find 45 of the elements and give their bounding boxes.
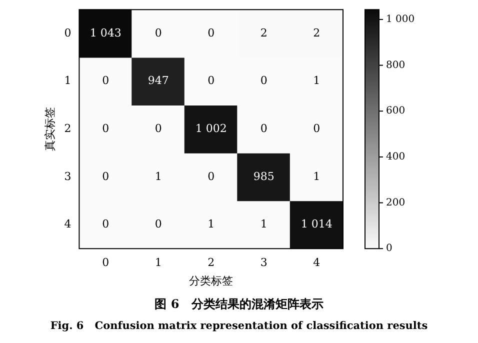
data-label: 1 014 [300, 218, 332, 231]
color-bar-label: 0 [386, 243, 392, 254]
y-tick-label: 3 [64, 170, 72, 183]
data-label: 2 [260, 26, 268, 40]
data-label: 0 [102, 218, 110, 231]
data-label: 0 [260, 74, 268, 88]
data-label: 0 [102, 170, 110, 183]
color-bar-label: 800 [386, 60, 406, 71]
data-label: 1 [154, 170, 162, 183]
color-bar-label: 600 [386, 106, 406, 117]
data-label: 0 [102, 122, 110, 135]
data-label: 0 [154, 122, 162, 135]
x-axis-title: 分类标签 [189, 274, 234, 288]
color-bar-label: 200 [386, 197, 406, 208]
data-label: 0 [102, 74, 110, 88]
x-tick-label: 2 [208, 256, 215, 270]
color-bar-label: 400 [386, 152, 406, 163]
data-label: 1 [260, 218, 268, 231]
data-label: 1 [313, 170, 320, 183]
data-label: 985 [253, 170, 274, 183]
data-label: 0 [154, 26, 162, 40]
data-label: 1 043 [90, 26, 122, 40]
data-label: 947 [148, 74, 169, 88]
text: 图 6 分类结果的混淆矩阵表示 [154, 296, 324, 313]
y-tick-label: 4 [64, 218, 72, 231]
data-label: 0 [208, 74, 215, 88]
data-label: 0 [208, 26, 215, 40]
x-tick-label: 1 [154, 256, 162, 270]
data-label: 0 [260, 122, 268, 135]
x-tick-label: 4 [313, 256, 320, 270]
data-label: 1 [313, 74, 320, 88]
data-label: 0 [208, 170, 215, 183]
y-tick-label: 2 [64, 122, 72, 135]
data-label: 0 [313, 122, 320, 135]
y-tick-label: 1 [64, 74, 72, 88]
x-tick-label: 0 [102, 256, 110, 270]
data-label: 1 [208, 218, 215, 231]
data-label: 2 [313, 26, 320, 40]
data-label: 0 [154, 218, 162, 231]
text: Fig. 6 Confusion matrix representation of classification results [49, 319, 429, 333]
data-label: 1 002 [195, 122, 227, 135]
x-tick-label: 3 [260, 256, 268, 270]
y-axis-title: 真实标签 [43, 107, 56, 152]
color-bar-label: 1 000 [386, 14, 415, 26]
y-tick-label: 0 [64, 26, 72, 40]
